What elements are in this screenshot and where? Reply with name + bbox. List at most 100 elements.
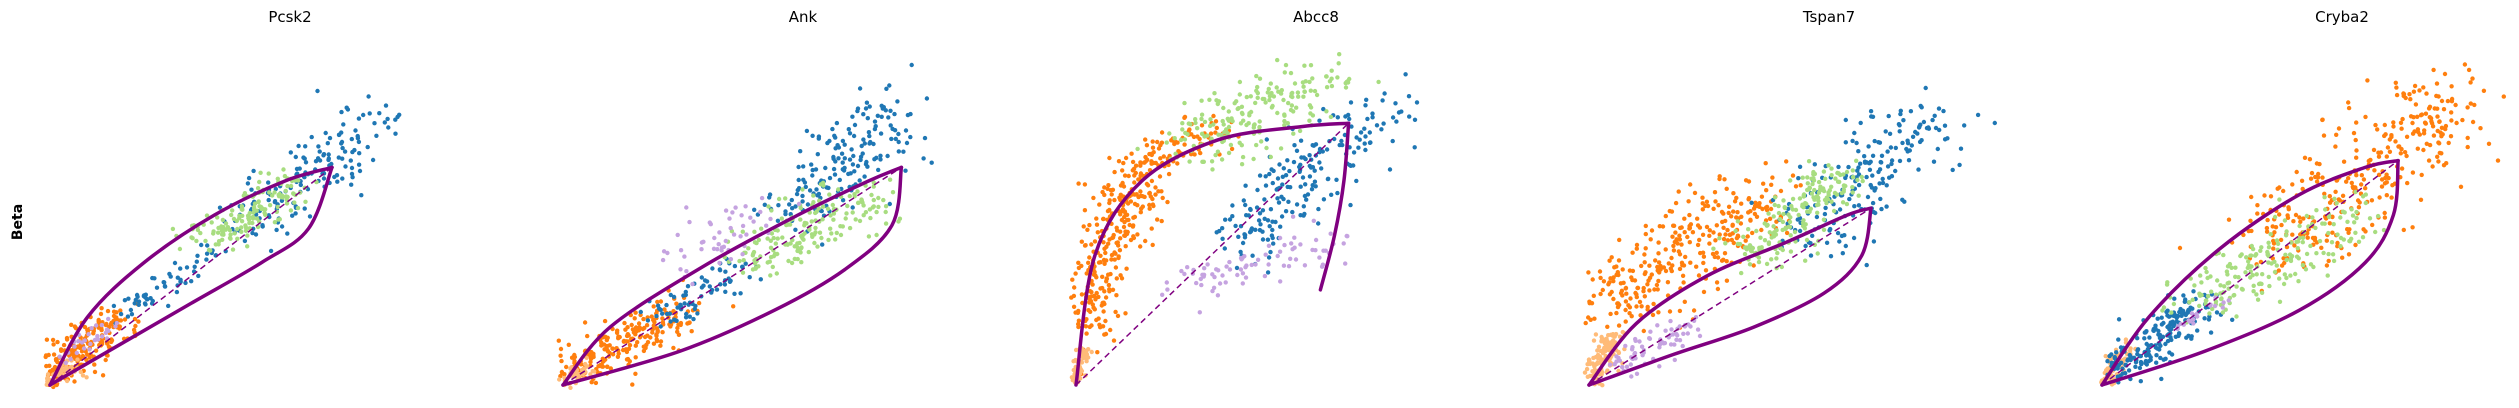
scatter-point: [258, 170, 263, 175]
scatter-point: [1685, 331, 1691, 336]
scatter-point: [1767, 216, 1773, 221]
scatter-point: [1617, 358, 1623, 363]
scatter-point: [2271, 238, 2276, 244]
scatter-point: [2376, 154, 2382, 159]
scatter-point: [2384, 154, 2389, 159]
scatter-point: [74, 350, 80, 356]
scatter-point: [1320, 149, 1326, 154]
scatter-point: [1870, 114, 1876, 120]
scatter-point: [1089, 289, 1094, 295]
scatter-point: [1317, 118, 1322, 123]
scatter-point: [2338, 244, 2343, 249]
scatter-point: [897, 216, 903, 221]
scatter-point: [2300, 235, 2306, 240]
scatter-point: [2281, 281, 2287, 287]
scatter-point: [1742, 251, 1748, 257]
scatter-point: [1251, 123, 1257, 128]
scatter-point: [1623, 307, 1628, 313]
scatter-point: [1729, 237, 1735, 243]
scatter-point: [69, 348, 75, 353]
scatter-point: [1856, 165, 1861, 170]
scatter-point: [1587, 358, 1592, 364]
scatter-point: [2290, 232, 2295, 237]
scatter-point: [2435, 114, 2440, 119]
scatter-point: [2215, 278, 2220, 283]
scatter-point: [1165, 287, 1170, 292]
scatter-point: [2180, 310, 2185, 316]
scatter-point: [2437, 141, 2442, 146]
scatter-point: [1390, 138, 1395, 144]
scatter-point: [340, 145, 345, 151]
scatter-point: [2423, 111, 2429, 116]
scatter-point: [2226, 217, 2232, 222]
scatter-point: [582, 320, 588, 325]
scatter-point: [1110, 235, 1115, 241]
scatter-point: [1757, 204, 1762, 209]
scatter-point: [1605, 324, 1610, 329]
scatter-point: [2275, 241, 2281, 246]
scatter-point: [1394, 119, 1399, 124]
scatter-point: [2439, 125, 2445, 130]
scatter-point: [1697, 237, 1702, 243]
scatter-point: [1082, 182, 1088, 187]
scatter-point: [836, 156, 841, 161]
scatter-point: [2160, 334, 2166, 339]
scatter-point: [1324, 85, 1330, 90]
scatter-point: [2338, 215, 2343, 220]
scatter-point: [738, 234, 743, 239]
scatter-point: [855, 106, 861, 111]
scatter-point: [2292, 243, 2297, 248]
scatter-point: [2127, 348, 2133, 353]
scatter-point: [1697, 333, 1703, 339]
scatter-point: [1654, 282, 1660, 288]
scatter-point: [684, 269, 689, 274]
scatter-point: [357, 168, 363, 174]
scatter-point: [1135, 232, 1140, 237]
scatter-point: [1133, 170, 1139, 176]
scatter-point: [846, 127, 851, 132]
scatter-point: [2199, 280, 2204, 285]
scatter-point: [2435, 154, 2440, 159]
scatter-point: [589, 380, 594, 385]
scatter-point: [1313, 248, 1318, 253]
scatter-point: [1156, 146, 1162, 151]
scatter-point: [1677, 252, 1683, 257]
scatter-point: [768, 273, 773, 278]
scatter-point: [2439, 98, 2445, 104]
scatter-point: [1692, 190, 1698, 196]
scatter-point: [323, 130, 328, 136]
scatter-point: [1756, 255, 1762, 260]
panel-title: Cryba2: [2315, 8, 2369, 26]
scatter-point: [1628, 362, 1634, 367]
scatter-point: [1214, 230, 1219, 235]
scatter-point: [1253, 100, 1258, 106]
scatter-point: [756, 264, 761, 269]
scatter-point: [1901, 118, 1906, 123]
scatter-point: [1931, 159, 1937, 164]
scatter-point: [2470, 76, 2475, 81]
scatter-point: [1182, 114, 1188, 120]
scatter-point: [53, 357, 59, 362]
scatter-point: [1774, 256, 1779, 261]
scatter-point: [1145, 183, 1151, 188]
scatter-point: [51, 342, 56, 347]
scatter-point: [204, 251, 210, 256]
scatter-point: [1876, 169, 1881, 175]
scatter-point: [1739, 214, 1744, 219]
scatter-point: [615, 328, 620, 333]
scatter-point: [1722, 251, 1728, 256]
scatter-point: [888, 108, 893, 114]
scatter-point: [768, 245, 774, 250]
scatter-point: [2116, 362, 2122, 368]
scatter-point: [2303, 267, 2309, 272]
scatter-point: [1160, 195, 1165, 201]
scatter-point: [1412, 145, 1417, 150]
scatter-point: [640, 326, 645, 332]
scatter-point: [874, 209, 879, 215]
scatter-point: [1908, 109, 1914, 114]
scatter-point: [296, 178, 301, 183]
scatter-point: [1114, 240, 1119, 246]
scatter-point: [857, 218, 863, 224]
scatter-point: [1695, 327, 1701, 332]
scatter-point: [288, 150, 293, 155]
